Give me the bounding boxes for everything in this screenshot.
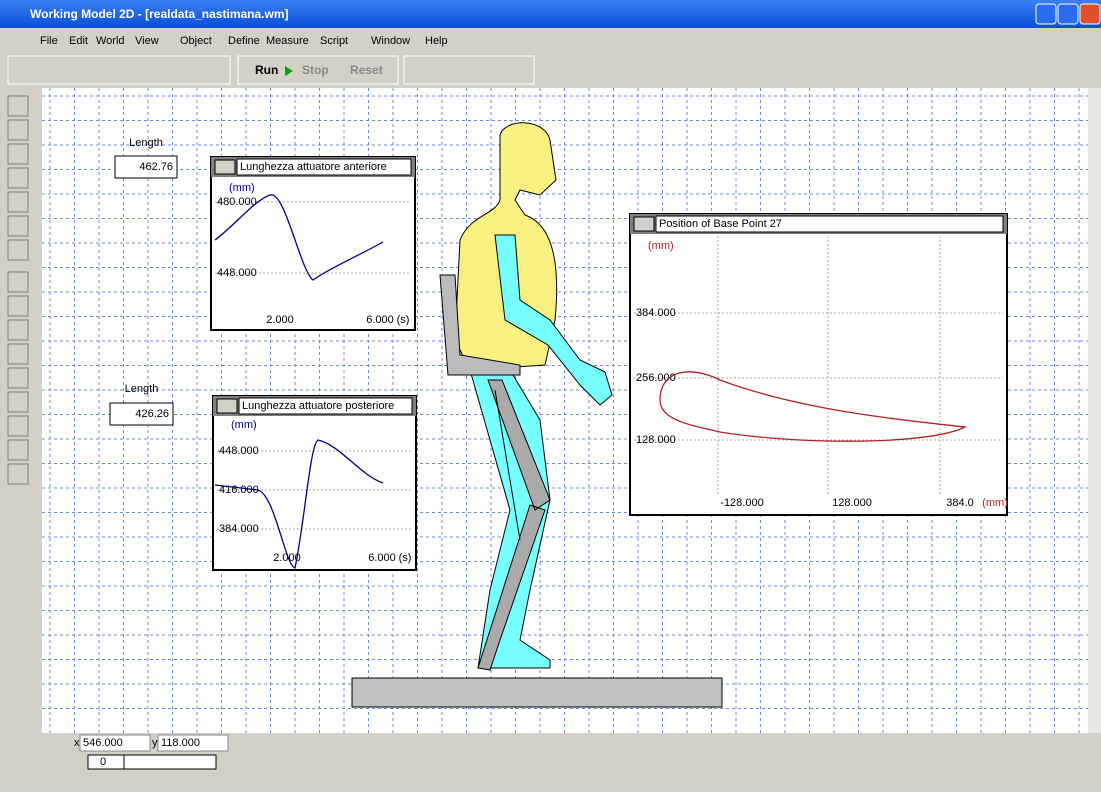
shape bbox=[7, 55, 231, 85]
menu-item[interactable]: File bbox=[40, 35, 58, 47]
tool-button[interactable] bbox=[7, 319, 29, 341]
run-button[interactable]: Run bbox=[255, 63, 278, 77]
y-coordinate: 118.000 bbox=[161, 737, 200, 749]
shape bbox=[1057, 3, 1079, 25]
shape bbox=[79, 734, 151, 752]
shape bbox=[237, 55, 399, 85]
graph-title-box bbox=[236, 158, 412, 176]
menu-item[interactable]: Script bbox=[320, 35, 348, 47]
x-unit: (s) bbox=[397, 314, 410, 326]
floor bbox=[351, 677, 723, 708]
meter-box bbox=[114, 155, 178, 179]
shape bbox=[403, 55, 535, 85]
tool-button[interactable] bbox=[7, 391, 29, 413]
menu-item[interactable]: Define bbox=[228, 35, 260, 47]
shape bbox=[494, 234, 613, 406]
tool-button[interactable] bbox=[7, 143, 29, 165]
shape bbox=[1035, 3, 1057, 25]
tool-button[interactable] bbox=[7, 239, 29, 261]
shape bbox=[477, 379, 551, 671]
shape: Length 462.76 Length 426.26 bbox=[109, 137, 178, 426]
window-controls[interactable] bbox=[1035, 3, 1101, 25]
y-tick-label: 448.000 bbox=[219, 445, 259, 457]
shape bbox=[157, 734, 229, 752]
graph-menu-button[interactable] bbox=[633, 216, 655, 232]
graph-window bbox=[629, 213, 1008, 516]
y-tick-label: 384.000 bbox=[219, 523, 259, 535]
graph-curve bbox=[214, 439, 384, 569]
x-unit: (s) bbox=[399, 552, 412, 564]
graph-title: Lunghezza attuatore posteriore bbox=[242, 400, 394, 412]
frame-slider[interactable] bbox=[123, 754, 217, 770]
tool-button[interactable] bbox=[7, 463, 29, 485]
x-tick-label: 2.000 bbox=[266, 314, 294, 326]
x-label: x bbox=[74, 737, 80, 749]
toolbar: Run Stop Reset bbox=[7, 55, 535, 85]
tool-button[interactable] bbox=[7, 191, 29, 213]
menu-item[interactable]: Help bbox=[425, 35, 448, 47]
shape bbox=[439, 274, 521, 376]
menu-item[interactable]: World bbox=[96, 35, 125, 47]
stop-button[interactable]: Stop bbox=[302, 63, 329, 77]
y-label: y bbox=[152, 737, 158, 749]
meter-value: 462.76 bbox=[139, 161, 173, 173]
y-tick-label: 448.000 bbox=[217, 267, 257, 279]
x-tick-label: 6.000 bbox=[368, 552, 396, 564]
reset-button[interactable]: Reset bbox=[350, 63, 383, 77]
graph-title: Lunghezza attuatore anteriore bbox=[240, 161, 387, 173]
tool-button[interactable] bbox=[7, 119, 29, 141]
meter-box bbox=[109, 402, 174, 426]
menu-item[interactable]: Object bbox=[180, 35, 212, 47]
tool-button[interactable] bbox=[7, 215, 29, 237]
meter-label: Length bbox=[129, 137, 163, 149]
tool-button[interactable] bbox=[7, 271, 29, 293]
menu-item[interactable]: Measure bbox=[266, 35, 309, 47]
graph-unit: (mm) bbox=[229, 182, 255, 194]
x-unit: (mm) bbox=[982, 497, 1008, 509]
tool-button[interactable] bbox=[7, 167, 29, 189]
meter-value: 426.26 bbox=[135, 408, 169, 420]
x-tick-label: 128.000 bbox=[832, 497, 872, 509]
graph-menu-button[interactable] bbox=[216, 398, 238, 414]
figure bbox=[351, 122, 723, 708]
shape: Lunghezza attuatore anteriore (mm) 480.000… bbox=[210, 156, 1008, 571]
graph-menu-button[interactable] bbox=[214, 159, 236, 175]
scrollbar[interactable] bbox=[1088, 88, 1101, 750]
meter-label: Length bbox=[125, 383, 159, 395]
window-title: Working Model 2D - [realdata_nastimana.w… bbox=[30, 7, 289, 21]
tool-button[interactable] bbox=[7, 295, 29, 317]
graph-unit: (mm) bbox=[648, 240, 674, 252]
menu-bar: File Edit World View Object Define Measure Scri… bbox=[40, 35, 448, 47]
shape bbox=[1079, 3, 1101, 25]
graph-title-box bbox=[655, 215, 1004, 233]
menu-item[interactable]: Edit bbox=[69, 35, 88, 47]
graph-title-box bbox=[238, 397, 413, 415]
x-tick-label: -128.000 bbox=[720, 497, 763, 509]
graph-curve bbox=[214, 194, 384, 281]
tool-button[interactable] bbox=[7, 367, 29, 389]
tool-button[interactable] bbox=[7, 415, 29, 437]
y-tick-label: 128.000 bbox=[636, 434, 676, 446]
shape bbox=[494, 389, 521, 541]
tool-button[interactable] bbox=[7, 95, 29, 117]
graph-curve bbox=[659, 371, 968, 442]
menu-item[interactable]: Window bbox=[371, 35, 410, 47]
graph-title: Position of Base Point 27 bbox=[659, 218, 782, 230]
shape bbox=[469, 369, 551, 669]
frame-counter[interactable]: 0 bbox=[100, 756, 106, 768]
title-bar bbox=[0, 0, 1101, 28]
x-tick-label: 2.000 bbox=[273, 552, 301, 564]
shape bbox=[285, 66, 293, 76]
tool-button[interactable] bbox=[7, 439, 29, 461]
x-tick-label: 384.0 bbox=[946, 497, 974, 509]
x-tick-label: 6.000 bbox=[366, 314, 394, 326]
menu-item[interactable]: View bbox=[135, 35, 159, 47]
y-tick-label: 480.000 bbox=[217, 196, 257, 208]
y-tick-label: 384.000 bbox=[636, 307, 676, 319]
x-coordinate: 546.000 bbox=[83, 737, 123, 749]
graph-unit: (mm) bbox=[231, 419, 257, 431]
tool-button[interactable] bbox=[7, 343, 29, 365]
